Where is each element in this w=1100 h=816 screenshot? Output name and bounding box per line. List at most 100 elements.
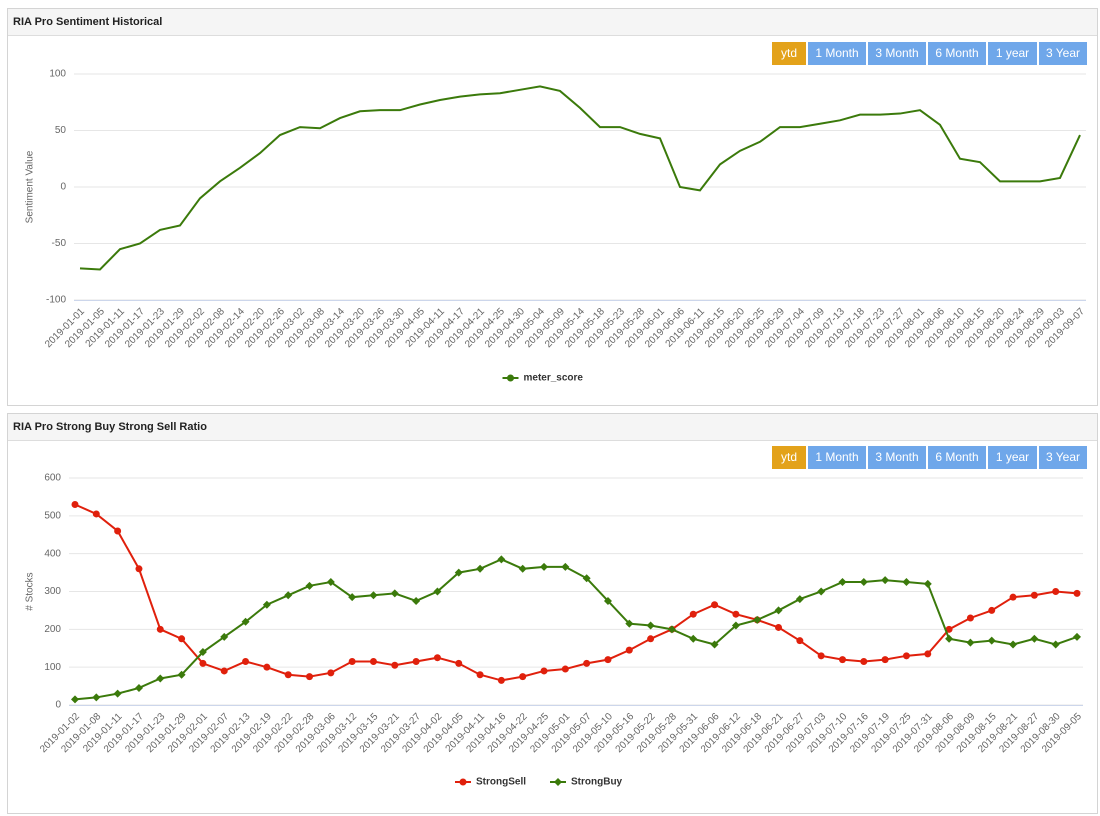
panel-frame bbox=[7, 413, 1098, 814]
button-bg bbox=[808, 446, 866, 469]
range-button[interactable]: 1 year bbox=[988, 42, 1037, 65]
legend-marker bbox=[554, 778, 562, 786]
y-tick-label: 100 bbox=[49, 69, 66, 80]
range-button[interactable]: 1 Month bbox=[808, 446, 866, 469]
range-button[interactable]: 3 Month bbox=[868, 42, 926, 65]
point bbox=[924, 650, 932, 658]
button-label[interactable]: 1 year bbox=[996, 46, 1029, 60]
button-label[interactable]: 1 Month bbox=[815, 450, 858, 464]
point bbox=[92, 510, 100, 518]
chart-panel: RIA Pro Strong Buy Strong Sell Ratio ytd 1… bbox=[7, 413, 1098, 814]
y-tick-label: 400 bbox=[44, 548, 61, 559]
legend-label[interactable]: StrongBuy bbox=[571, 777, 623, 788]
point bbox=[348, 593, 357, 602]
point bbox=[795, 595, 804, 604]
button-label[interactable]: 3 Month bbox=[875, 450, 918, 464]
button-bg bbox=[928, 446, 986, 469]
button-label[interactable]: 1 year bbox=[996, 450, 1029, 464]
point bbox=[412, 596, 421, 605]
point bbox=[369, 591, 378, 600]
legend-item[interactable]: StrongSell bbox=[455, 777, 526, 788]
point bbox=[1030, 634, 1039, 643]
point bbox=[199, 659, 207, 667]
range-button[interactable]: 6 Month bbox=[928, 42, 986, 65]
point bbox=[369, 657, 377, 665]
y-axis-label: # Stocks bbox=[25, 572, 36, 610]
point bbox=[923, 579, 932, 588]
point bbox=[134, 683, 143, 692]
point bbox=[433, 654, 441, 662]
range-button[interactable]: 3 Month bbox=[868, 446, 926, 469]
point bbox=[433, 587, 442, 596]
point bbox=[177, 670, 186, 679]
point bbox=[561, 562, 570, 571]
point bbox=[860, 657, 868, 665]
point bbox=[710, 640, 719, 649]
button-label[interactable]: 6 Month bbox=[935, 46, 978, 60]
y-tick-label: 0 bbox=[55, 700, 61, 711]
y-tick-label: 100 bbox=[44, 662, 61, 673]
point bbox=[902, 652, 910, 660]
range-button[interactable]: 3 Year bbox=[1039, 446, 1087, 469]
legend-label[interactable]: meter_score bbox=[524, 373, 584, 384]
point bbox=[582, 574, 591, 583]
point bbox=[838, 578, 847, 587]
point bbox=[689, 610, 697, 618]
point bbox=[497, 555, 506, 564]
point bbox=[263, 663, 271, 671]
point bbox=[305, 581, 314, 590]
button-label[interactable]: 6 Month bbox=[935, 450, 978, 464]
point bbox=[1073, 632, 1081, 641]
point bbox=[241, 617, 250, 626]
button-label[interactable]: 3 Month bbox=[875, 46, 918, 60]
point bbox=[114, 527, 122, 535]
point bbox=[881, 656, 889, 664]
point bbox=[242, 657, 250, 665]
button-label[interactable]: ytd bbox=[781, 450, 797, 464]
point bbox=[689, 634, 698, 643]
series-line bbox=[74, 503, 1078, 682]
point bbox=[838, 656, 846, 664]
range-button[interactable]: 3 Year bbox=[1039, 42, 1087, 65]
y-tick-label: 500 bbox=[44, 510, 61, 521]
y-tick-label: -50 bbox=[52, 238, 67, 249]
point bbox=[583, 659, 591, 667]
legend-item[interactable]: StrongBuy bbox=[550, 777, 623, 788]
legend-marker bbox=[459, 778, 467, 786]
point bbox=[391, 661, 399, 669]
point bbox=[455, 659, 463, 667]
legend-label[interactable]: StrongSell bbox=[476, 777, 526, 788]
button-bg bbox=[868, 42, 926, 65]
point bbox=[945, 634, 954, 643]
point bbox=[156, 674, 165, 683]
button-label[interactable]: 3 Year bbox=[1046, 450, 1080, 464]
point bbox=[1073, 589, 1081, 597]
button-label[interactable]: 3 Year bbox=[1046, 46, 1080, 60]
point bbox=[390, 589, 399, 598]
point bbox=[284, 671, 292, 679]
point bbox=[476, 671, 484, 679]
button-label[interactable]: 1 Month bbox=[815, 46, 858, 60]
range-button[interactable]: ytd bbox=[772, 446, 806, 469]
button-bg bbox=[928, 42, 986, 65]
point bbox=[113, 689, 122, 698]
point bbox=[646, 621, 655, 630]
point bbox=[988, 606, 996, 614]
button-bg bbox=[988, 446, 1037, 469]
point bbox=[1009, 593, 1017, 601]
range-button[interactable]: 1 Month bbox=[808, 42, 866, 65]
y-axis-label: Sentiment Value bbox=[25, 150, 36, 223]
range-button[interactable]: 1 year bbox=[988, 446, 1037, 469]
point bbox=[625, 646, 633, 654]
button-label[interactable]: ytd bbox=[781, 46, 797, 60]
button-bg bbox=[1039, 446, 1087, 469]
point bbox=[731, 621, 740, 630]
legend-item[interactable]: meter_score bbox=[502, 373, 584, 384]
range-button[interactable]: ytd bbox=[772, 42, 806, 65]
point bbox=[284, 591, 293, 600]
point bbox=[902, 578, 911, 587]
range-button[interactable]: 6 Month bbox=[928, 446, 986, 469]
button-bg bbox=[1039, 42, 1087, 65]
button-bg bbox=[772, 42, 806, 65]
point bbox=[497, 676, 505, 684]
